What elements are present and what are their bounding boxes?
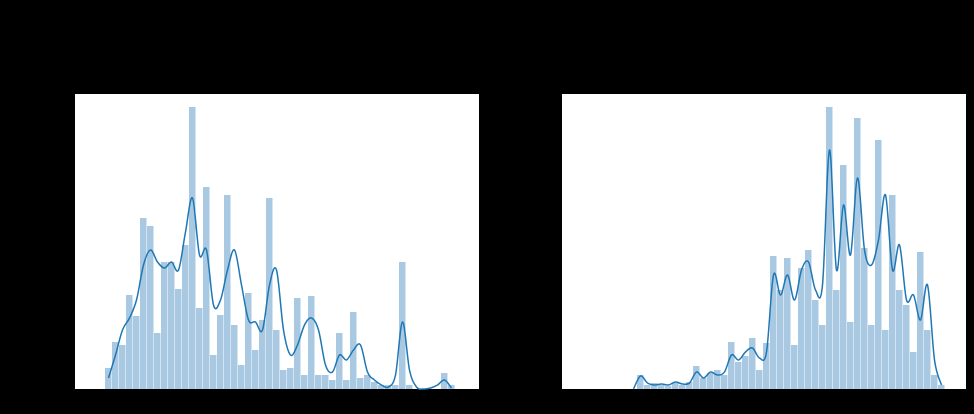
hist-bar xyxy=(819,325,826,389)
hist-bar xyxy=(238,365,245,389)
hist-bar xyxy=(392,385,399,389)
hist-bar xyxy=(196,308,203,389)
hist-bar xyxy=(707,373,714,389)
hist-bar xyxy=(441,373,448,389)
hist-bar xyxy=(308,296,315,389)
hist-bar xyxy=(147,226,154,389)
hist-bar xyxy=(840,165,847,389)
hist-bar xyxy=(357,378,364,389)
hist-bar xyxy=(315,375,322,389)
hist-bar xyxy=(343,380,350,389)
hist-bar xyxy=(266,198,273,389)
hist-bar xyxy=(798,268,805,389)
hist-bar xyxy=(175,289,182,389)
hist-bar xyxy=(847,322,854,389)
hist-bar xyxy=(791,345,798,389)
hist-bar xyxy=(280,370,287,389)
hist-bar xyxy=(273,330,280,389)
hist-bar xyxy=(896,290,903,389)
hist-bar xyxy=(329,380,336,389)
hist-bar xyxy=(322,375,329,389)
hist-bar xyxy=(777,290,784,389)
hist-bar xyxy=(168,262,175,389)
hist-bar xyxy=(728,342,735,389)
hist-bar xyxy=(210,355,217,389)
hist-bar xyxy=(637,375,644,389)
subplot xyxy=(562,94,966,390)
hist-bar xyxy=(371,382,378,389)
hist-bar xyxy=(287,368,294,389)
kde-line xyxy=(107,197,453,390)
hist-bar xyxy=(364,375,371,389)
hist-bar xyxy=(406,385,413,389)
hist-bar xyxy=(700,378,707,389)
hist-bar xyxy=(833,290,840,389)
hist-bar xyxy=(658,385,665,389)
hist-bar xyxy=(644,385,651,389)
hist-bar xyxy=(854,118,861,389)
kde-line xyxy=(632,149,943,390)
hist-bar xyxy=(693,366,700,389)
hist-bar xyxy=(336,333,343,389)
hist-bar xyxy=(140,218,147,389)
hist-bar xyxy=(182,245,189,389)
hist-bar xyxy=(119,345,126,389)
hist-bar xyxy=(679,385,686,389)
hist-bar xyxy=(651,383,658,389)
hist-bar xyxy=(259,320,266,389)
hist-bar xyxy=(784,258,791,389)
hist-bar xyxy=(903,305,910,389)
hist-bar xyxy=(217,315,224,389)
hist-bar xyxy=(910,352,917,389)
hist-bar xyxy=(672,383,679,389)
hist-bar xyxy=(868,325,875,389)
hist-bar xyxy=(714,370,721,389)
hist-bar xyxy=(763,343,770,389)
hist-bar xyxy=(735,362,742,389)
hist-bar xyxy=(805,250,812,389)
hist-bar xyxy=(742,356,749,389)
hist-bar xyxy=(931,375,938,389)
hist-bar xyxy=(203,187,210,389)
hist-bar xyxy=(749,338,756,389)
hist-bar xyxy=(154,333,161,389)
hist-bar xyxy=(133,316,140,389)
hist-bar xyxy=(686,382,693,389)
hist-bar xyxy=(126,295,133,389)
hist-bar xyxy=(399,262,406,389)
hist-bar xyxy=(189,107,196,389)
hist-bar xyxy=(245,293,252,389)
hist-bar xyxy=(938,385,945,389)
hist-bar xyxy=(770,256,777,389)
hist-bar xyxy=(861,248,868,389)
hist-bar xyxy=(756,370,763,389)
hist-bar xyxy=(294,298,301,389)
hist-bar xyxy=(826,107,833,389)
hist-bar xyxy=(105,368,112,389)
hist-bar xyxy=(252,350,259,389)
hist-bar xyxy=(882,330,889,389)
hist-bar xyxy=(224,195,231,389)
hist-bar xyxy=(665,386,672,389)
hist-bar xyxy=(378,385,385,389)
hist-bar xyxy=(812,300,819,389)
hist-bar xyxy=(875,140,882,389)
hist-bar xyxy=(231,325,238,389)
hist-bar xyxy=(721,375,728,389)
hist-bar xyxy=(301,375,308,389)
hist-bar xyxy=(161,262,168,389)
hist-bar xyxy=(112,342,119,389)
hist-bar xyxy=(924,330,931,389)
subplot xyxy=(75,94,479,390)
hist-bar xyxy=(889,195,896,389)
